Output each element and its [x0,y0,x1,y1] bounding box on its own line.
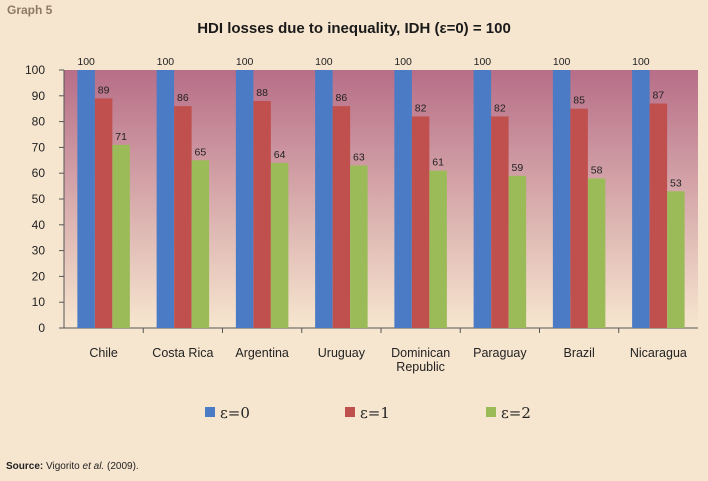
bar [350,165,368,328]
bar [632,70,650,328]
source-author: Vigorito [46,461,80,472]
bar [411,116,430,328]
data-label: 59 [512,162,524,174]
data-label: 63 [353,151,365,163]
graph-label: Graph 5 [7,3,53,17]
bar [77,70,95,328]
data-label: 71 [115,131,127,143]
data-label: 100 [77,56,95,68]
data-label: 100 [632,56,650,68]
y-tick-label: 20 [32,269,46,283]
data-label: 82 [494,102,506,114]
category-label: Costa Rica [152,346,213,360]
legend-label: ε=1 [360,404,390,422]
legend-label: ε=0 [220,404,250,422]
bar [191,160,210,328]
category-label: Uruguay [318,346,366,360]
y-tick-label: 30 [32,244,46,258]
source-note: Source: Vigorito et al. (2009). [6,461,139,472]
data-label: 100 [553,56,571,68]
category-label: Republic [396,360,445,374]
category-label: Nicaragua [630,346,687,360]
bar [587,178,606,328]
bar [570,108,588,328]
data-label: 100 [236,56,254,68]
category-label: Chile [89,346,118,360]
y-tick-label: 90 [32,89,46,103]
y-tick-label: 100 [25,63,45,77]
bar [473,70,492,328]
category-label: Paraguay [473,346,527,360]
bar [112,144,130,328]
data-label: 58 [591,164,603,176]
data-label: 61 [432,157,444,169]
data-label: 86 [336,92,348,104]
bar [394,70,412,328]
y-tick-label: 60 [32,166,46,180]
y-tick-label: 10 [32,295,46,309]
source-etal: et al. [82,461,105,472]
bar [235,70,254,328]
chart-title: HDI losses due to inequality, IDH (ε=0) … [197,20,511,37]
data-label: 86 [177,92,189,104]
bar [253,100,271,329]
bar [508,175,527,328]
legend-label: ε=2 [501,404,531,422]
data-label: 85 [573,95,585,107]
bar [667,191,685,328]
bar [156,70,175,328]
legend-swatch [345,407,355,417]
y-tick-label: 40 [32,218,46,232]
bar [315,70,333,328]
data-label: 53 [670,177,682,189]
data-label: 100 [474,56,492,68]
data-label: 100 [315,56,333,68]
data-label: 89 [98,84,110,96]
legend-swatch [486,407,496,417]
bar [332,106,351,329]
bar [552,70,571,328]
data-label: 87 [653,90,665,102]
y-tick-label: 80 [32,115,46,129]
source-label: Source: [6,461,44,472]
y-tick-label: 50 [32,192,46,206]
data-label: 100 [394,56,412,68]
bar [270,162,289,328]
bar [174,106,192,329]
category-label: Dominican [391,346,450,360]
source-year: (2009). [107,461,139,472]
bar [491,116,509,328]
category-label: Argentina [235,346,289,360]
data-label: 82 [415,102,427,114]
data-label: 64 [274,149,286,161]
data-label: 100 [157,56,175,68]
bar [649,103,668,328]
legend-swatch [205,407,215,417]
bar [429,170,447,328]
category-label: Brazil [563,346,594,360]
y-tick-label: 0 [38,321,45,335]
bar [94,98,113,328]
data-label: 88 [256,87,268,99]
y-tick-label: 70 [32,140,46,154]
data-label: 65 [195,146,207,158]
